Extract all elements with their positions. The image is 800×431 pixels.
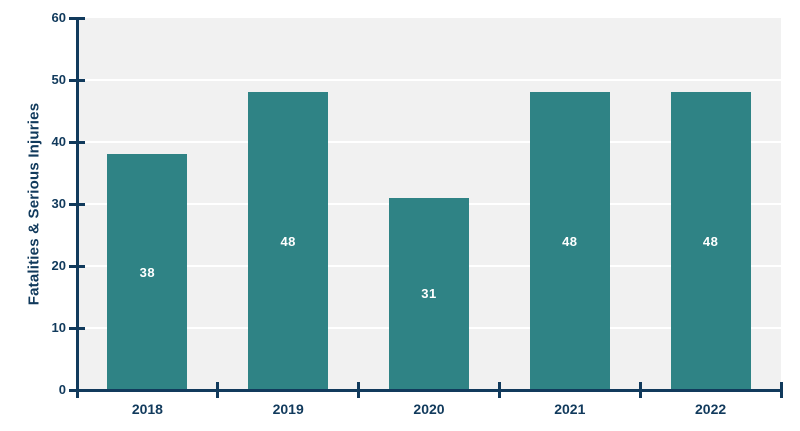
bar-value-label-2019: 48 bbox=[280, 233, 296, 249]
y-tick-label-50: 50 bbox=[51, 72, 66, 87]
bar-value-label-2022: 48 bbox=[702, 233, 719, 249]
y-tick-label-30: 30 bbox=[51, 196, 66, 211]
y-tick-label-20: 20 bbox=[51, 258, 66, 273]
y-tick-label-60: 60 bbox=[51, 10, 66, 25]
gridline-50 bbox=[77, 79, 781, 81]
y-tick-10 bbox=[69, 326, 85, 330]
y-tick-label-10: 10 bbox=[51, 320, 66, 335]
x-category-label-2022: 2022 bbox=[695, 401, 727, 417]
x-category-label-2021: 2021 bbox=[554, 401, 586, 417]
x-tick-3 bbox=[497, 382, 501, 398]
x-tick-1 bbox=[216, 382, 220, 398]
y-tick-20 bbox=[69, 264, 85, 268]
x-tick-5 bbox=[779, 382, 783, 398]
y-tick-label-0: 0 bbox=[58, 382, 66, 397]
y-tick-30 bbox=[69, 202, 85, 206]
bar-value-label-2018: 38 bbox=[139, 264, 156, 280]
gridline-40 bbox=[77, 141, 781, 143]
bar-2019: 48 bbox=[248, 92, 329, 390]
bar-2018: 38 bbox=[107, 154, 188, 390]
x-tick-2 bbox=[357, 382, 361, 398]
bar-2020: 31 bbox=[389, 197, 469, 390]
y-tick-label-40: 40 bbox=[51, 134, 66, 149]
y-tick-60 bbox=[69, 16, 85, 20]
bar-2021: 48 bbox=[529, 92, 610, 390]
y-tick-40 bbox=[69, 140, 85, 144]
y-tick-50 bbox=[69, 78, 85, 82]
x-category-label-2020: 2020 bbox=[413, 401, 445, 417]
bar-value-label-2020: 31 bbox=[421, 286, 437, 302]
x-axis-line bbox=[75, 388, 781, 392]
bar-value-label-2021: 48 bbox=[562, 233, 578, 249]
x-category-label-2019: 2019 bbox=[272, 401, 304, 417]
bar-2022: 48 bbox=[670, 92, 751, 390]
x-tick-4 bbox=[638, 382, 642, 398]
x-category-label-2018: 2018 bbox=[131, 401, 163, 417]
x-tick-0 bbox=[75, 382, 79, 398]
